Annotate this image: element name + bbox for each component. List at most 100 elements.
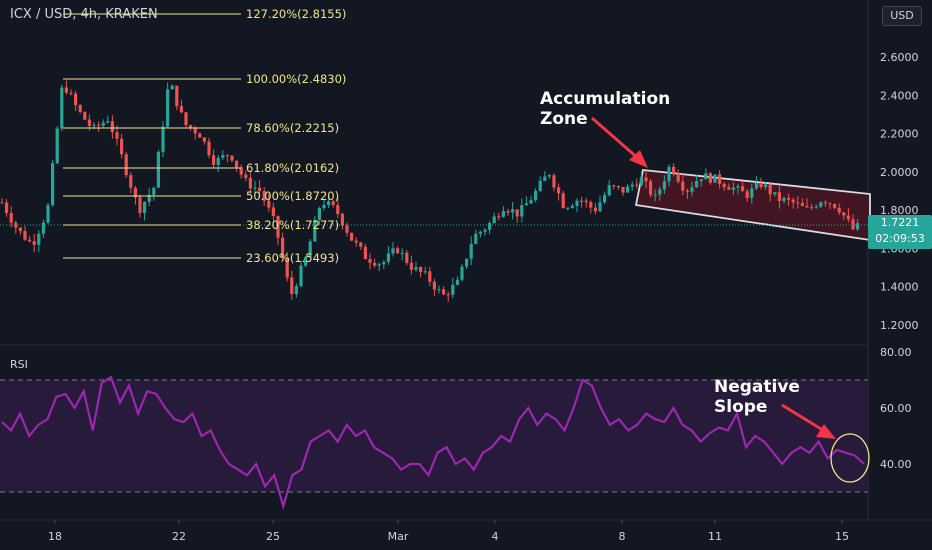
candle-body xyxy=(179,106,183,113)
fib-level-label: 127.20%(2.8155) xyxy=(246,7,346,21)
time-tick-label: 22 xyxy=(172,530,186,543)
candle-body xyxy=(672,166,676,174)
candle-body xyxy=(327,201,331,205)
candle-body xyxy=(704,173,708,180)
price-tick-label: 2.6000 xyxy=(880,51,919,64)
candle-body xyxy=(9,213,13,223)
candle-body xyxy=(442,289,446,295)
fib-level-label: 50.00%(1.8720) xyxy=(246,189,339,203)
price-axis[interactable]: 1.20001.40001.60001.80002.00002.20002.40… xyxy=(880,51,919,471)
candle-body xyxy=(115,132,119,139)
candle-body xyxy=(202,137,206,142)
currency-button[interactable]: USD xyxy=(882,6,922,26)
candle-body xyxy=(543,176,547,181)
price-tick-label: 2.2000 xyxy=(880,128,919,141)
candle-body xyxy=(547,175,551,177)
candle-body xyxy=(474,233,478,244)
candle-body xyxy=(708,173,712,183)
candle-body xyxy=(267,200,271,208)
candle-body xyxy=(644,177,648,182)
candle-body xyxy=(635,184,639,186)
candle-body xyxy=(230,155,234,161)
candle-body xyxy=(110,121,114,133)
candle-body xyxy=(359,242,363,247)
candle-body xyxy=(460,266,464,280)
fib-level-label: 38.20%(1.7277) xyxy=(246,218,339,232)
chart-title: ICX / USD, 4h, KRAKEN xyxy=(10,7,158,22)
candle-body xyxy=(423,271,427,273)
candle-body xyxy=(124,154,128,176)
candle-body xyxy=(676,173,680,182)
candle-body xyxy=(235,160,239,168)
candle-body xyxy=(492,216,496,224)
candle-body xyxy=(616,186,620,188)
time-axis[interactable]: 18 22 25 Mar 4 8 11 15 xyxy=(48,520,849,543)
candle-body xyxy=(221,155,225,158)
candle-body xyxy=(373,262,377,266)
candle-body xyxy=(331,201,335,206)
candle-body xyxy=(649,181,653,195)
annotation-line: Negative xyxy=(714,377,800,397)
candle-body xyxy=(0,202,4,204)
candle-body xyxy=(570,205,574,208)
candle-body xyxy=(846,215,850,220)
candle-body xyxy=(782,197,786,202)
time-tick-label: 15 xyxy=(835,530,849,543)
candle-body xyxy=(787,197,791,200)
candle-body xyxy=(722,183,726,188)
candle-body xyxy=(437,289,441,291)
candle-body xyxy=(101,122,105,126)
accumulation-arrow-shaft xyxy=(591,116,641,162)
candle-body xyxy=(304,257,308,266)
candle-body xyxy=(488,223,492,230)
candle-body xyxy=(465,258,469,267)
fibonacci-levels: 127.20%(2.8155) 100.00%(2.4830) 78.60%(2.2… xyxy=(63,7,346,265)
candle-body xyxy=(41,222,45,234)
candle-body xyxy=(299,265,303,287)
candle-body xyxy=(147,194,151,202)
price-tick-label: 1.4000 xyxy=(880,281,919,294)
candle-body xyxy=(156,151,160,188)
candle-body xyxy=(313,219,317,242)
candle-body xyxy=(285,258,289,278)
candle-body xyxy=(446,294,450,296)
rsi-tick-label: 40.00 xyxy=(880,458,912,471)
candle-body xyxy=(97,124,101,126)
candle-body xyxy=(621,186,625,193)
negative-slope-arrow-shaft xyxy=(781,403,827,434)
candle-body xyxy=(18,227,22,232)
candle-body xyxy=(731,187,735,190)
candle-countdown: 02:09:53 xyxy=(875,232,925,245)
candle-body xyxy=(248,177,252,189)
accumulation-zone-annotation: Accumulation Zone xyxy=(540,89,670,129)
candle-body xyxy=(294,286,298,295)
candlestick-series xyxy=(0,80,868,302)
candle-body xyxy=(501,211,505,217)
candle-body xyxy=(143,201,147,213)
annotation-line: Slope xyxy=(714,397,768,417)
last-price-value: 1.7221 xyxy=(880,216,920,229)
candle-body xyxy=(662,181,666,190)
candle-body xyxy=(409,262,413,270)
candle-body xyxy=(69,92,73,94)
candle-body xyxy=(175,85,179,107)
candle-body xyxy=(419,267,423,273)
candle-body xyxy=(842,212,846,216)
candle-body xyxy=(667,166,671,182)
candle-body xyxy=(276,216,280,238)
candle-body xyxy=(78,105,82,112)
candle-body xyxy=(511,209,515,213)
candle-body xyxy=(805,205,809,208)
candle-body xyxy=(340,213,344,226)
candle-body xyxy=(603,195,607,203)
candle-body xyxy=(322,204,326,208)
candle-body xyxy=(690,187,694,192)
candle-body xyxy=(129,175,133,188)
time-tick-label: 11 xyxy=(708,530,722,543)
candle-body xyxy=(138,197,142,213)
candle-body xyxy=(593,207,597,212)
candle-body xyxy=(589,202,593,208)
candle-body xyxy=(718,174,722,184)
candle-body xyxy=(639,177,643,186)
candle-body xyxy=(193,128,197,134)
